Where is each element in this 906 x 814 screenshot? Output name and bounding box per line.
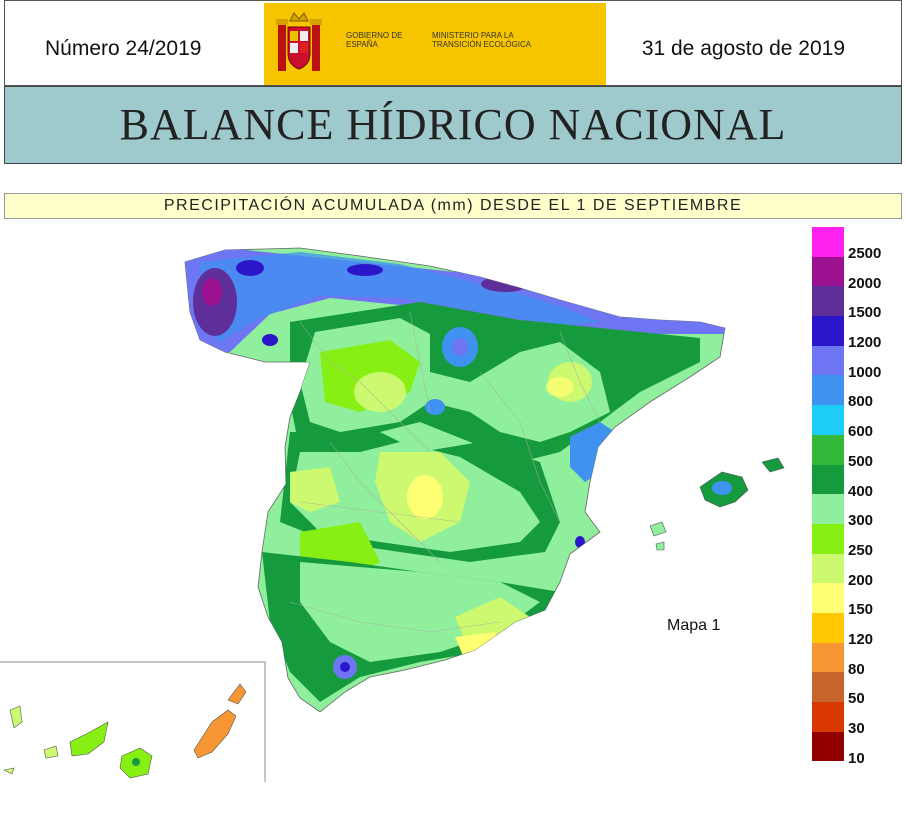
balearic-islands: [649, 457, 785, 551]
map-subtitle: PRECIPITACIÓN ACUMULADA (mm) DESDE EL 1 …: [163, 197, 743, 214]
legend-label: 10: [848, 749, 865, 767]
legend-label: 1200: [848, 334, 882, 352]
legend-swatch: [812, 316, 844, 346]
legend-swatch: [812, 405, 844, 435]
legend-swatch: [812, 494, 844, 524]
legend-label: 50: [848, 690, 865, 708]
issue-date: 31 de agosto de 2019: [641, 37, 845, 60]
legend-swatch: [812, 375, 844, 406]
government-logo: GOBIERNO DE ESPAÑA MINISTERIO PARA LA TR…: [264, 3, 606, 85]
logo-text-government: GOBIERNO DE ESPAÑA: [346, 31, 403, 49]
legend-label: 2000: [848, 274, 882, 292]
legend-swatch: [812, 642, 844, 673]
legend-label: 80: [848, 660, 865, 678]
legend-swatch: [812, 286, 844, 317]
logo-text-ministry: MINISTERIO PARA LA TRANSICIÓN ECOLÓGICA: [432, 31, 532, 49]
legend-swatch: [812, 672, 844, 702]
legend-label: 800: [848, 393, 874, 411]
title-banner: BALANCE HÍDRICO NACIONAL: [4, 86, 902, 164]
legend-label: 600: [848, 423, 874, 441]
legend-label: 200: [848, 571, 874, 589]
legend-label: 150: [848, 601, 874, 619]
legend-swatch: [812, 553, 844, 584]
canary-islands-inset: [0, 661, 266, 782]
header: Número 24/2019 GOBIERNO DE ESPAÑA MINIST…: [4, 0, 902, 86]
page-title: BALANCE HÍDRICO NACIONAL: [119, 100, 787, 149]
legend-swatch: [812, 702, 844, 732]
legend-swatch: [812, 256, 844, 287]
precipitation-map: [0, 247, 785, 782]
map-label: Mapa 1: [667, 617, 721, 634]
legend-label: 1500: [848, 304, 882, 322]
legend-swatch: [812, 345, 844, 376]
legend-label: 120: [848, 630, 874, 648]
legend-label: 2500: [848, 245, 882, 262]
subtitle-banner: PRECIPITACIÓN ACUMULADA (mm) DESDE EL 1 …: [4, 193, 902, 219]
legend-label: 400: [848, 482, 874, 500]
legend-swatch: [812, 523, 844, 554]
legend-swatch: [812, 464, 844, 495]
legend-label: 1000: [848, 363, 882, 381]
legend-label: 500: [848, 452, 874, 470]
legend-label: 250: [848, 541, 874, 559]
legend-swatch: [812, 227, 844, 257]
legend-label: 30: [848, 720, 865, 737]
legend-swatch: [812, 583, 844, 613]
legend-labels: 2500 2000 1500 1200 1000 800 600 500 400 300 250 20…: [848, 245, 882, 781]
legend-swatch: [812, 612, 844, 643]
peninsula: [184, 247, 726, 713]
legend-label: 300: [848, 512, 874, 530]
coat-of-arms-icon: [276, 12, 322, 71]
legend-color-bar: [812, 227, 844, 762]
issue-number: Número 24/2019: [45, 37, 202, 60]
legend-swatch: [812, 731, 844, 762]
legend-swatch: [812, 434, 844, 465]
